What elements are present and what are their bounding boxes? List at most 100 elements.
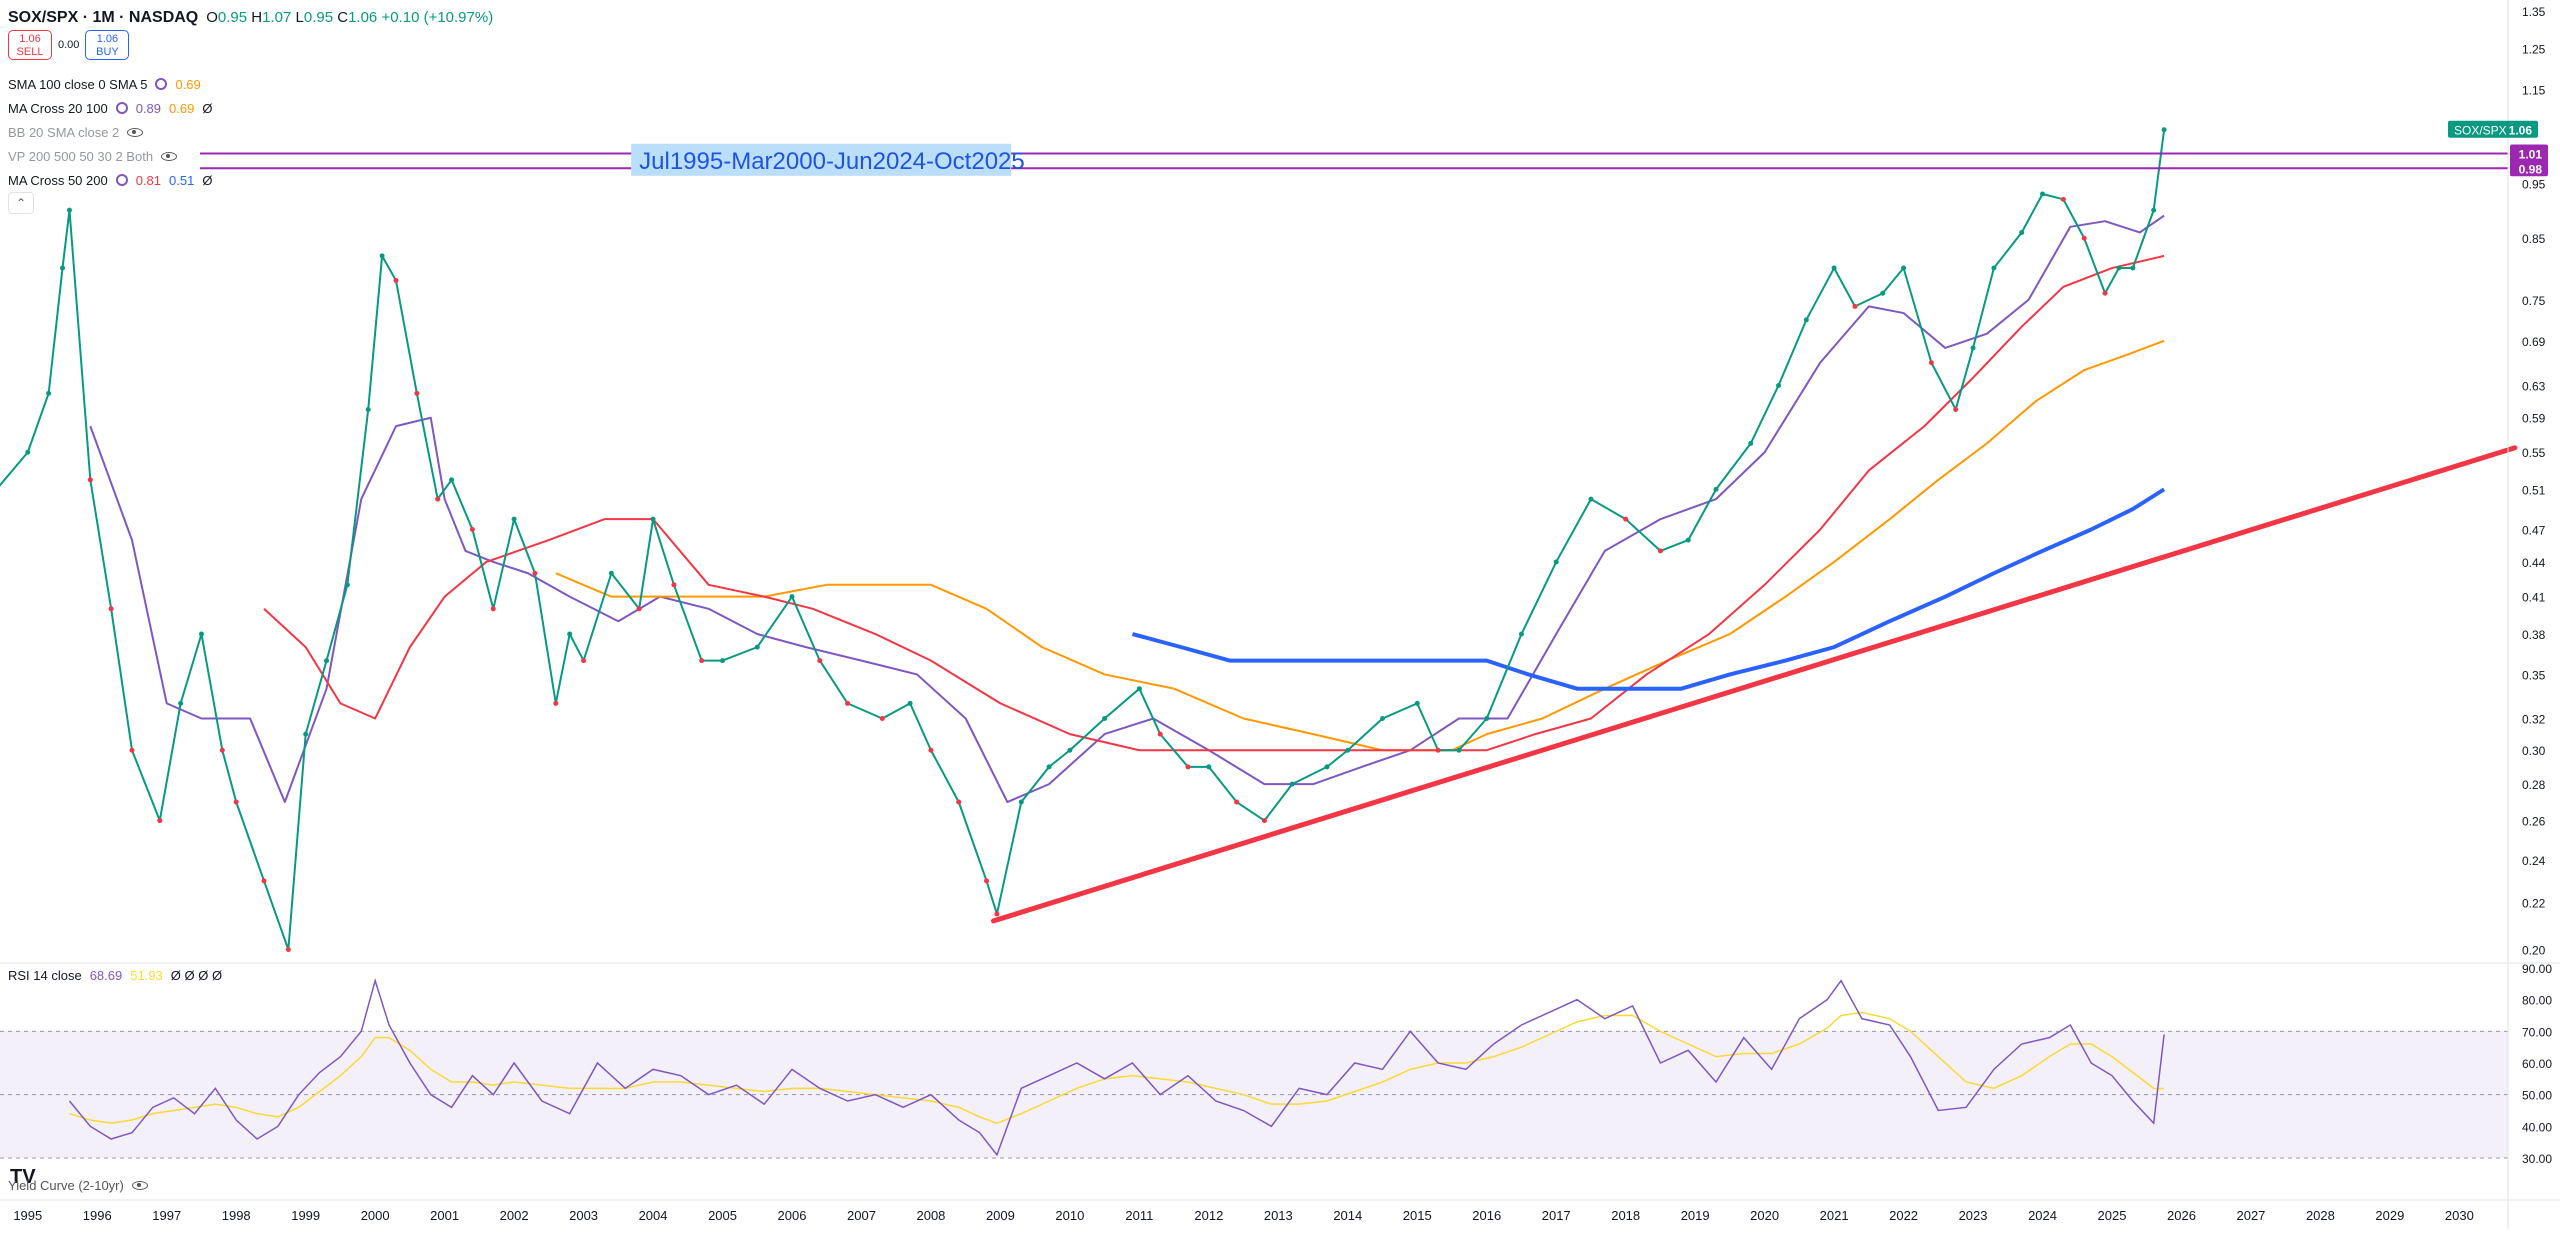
rsi-legend[interactable]: RSI 14 close 68.69 51.93 Ø Ø Ø Ø [8, 968, 222, 983]
hidden-eye-icon[interactable] [161, 151, 178, 161]
indicator-row[interactable]: SMA 100 close 0 SMA 5 0.69 [8, 72, 212, 96]
price-point [379, 253, 385, 259]
price-point [845, 700, 851, 706]
x-tick-label: 1997 [152, 1208, 181, 1223]
rsi-title: RSI 14 close [8, 968, 82, 983]
indicator-value: 0.51 [169, 172, 195, 188]
x-tick-label: 2000 [361, 1208, 390, 1223]
indicator-value: Ø [202, 172, 213, 188]
price-point [2151, 207, 2157, 213]
y-tick-label: 0.32 [2522, 712, 2546, 726]
price-point [66, 207, 72, 213]
price-line [0, 127, 2167, 953]
indicator-row[interactable]: MA Cross 20 100 0.89 0.69 Ø [8, 96, 212, 120]
tradingview-logo[interactable]: TV [10, 1166, 36, 1188]
price-point [219, 747, 225, 753]
rsi-pane: 90.00 80.00 70.00 60.00 50.00 40.00 30.00 [0, 962, 2552, 1166]
price-point [1880, 290, 1886, 296]
price-point [198, 631, 204, 637]
x-tick-label: 2006 [778, 1208, 807, 1223]
price-point [1102, 715, 1108, 721]
price-point [2102, 290, 2108, 296]
rsi-signal-value: 51.93 [130, 968, 163, 983]
y-tick-label: 1.35 [2522, 5, 2546, 19]
collapse-legend-button[interactable]: ⌃ [8, 192, 34, 214]
x-tick-label: 2025 [2098, 1208, 2127, 1223]
price-point [435, 496, 441, 502]
price-badge-value: 1.06 [2509, 124, 2533, 138]
price-point [157, 818, 163, 824]
price-point [261, 878, 267, 884]
sell-button[interactable]: 1.06 SELL [8, 30, 52, 60]
price-point [789, 594, 795, 600]
price-point [1713, 486, 1719, 492]
price-point [1901, 265, 1907, 271]
ohlc-values: O0.95 H1.07 L0.95 C1.06 +0.10 (+10.97%) [206, 9, 494, 26]
price-point [1685, 537, 1691, 543]
indicator-settings-icon[interactable] [115, 102, 128, 114]
price-point [393, 277, 399, 283]
price-point [1776, 382, 1782, 388]
price-point [1414, 700, 1420, 706]
x-tick-label: 2018 [1611, 1208, 1640, 1223]
price-point [532, 570, 538, 576]
hidden-eye-icon[interactable] [127, 127, 144, 137]
price-point [1380, 715, 1386, 721]
price-point [2019, 229, 2025, 235]
y-tick-label: 0.95 [2522, 178, 2546, 192]
indicator-settings-icon[interactable] [155, 78, 168, 90]
indicator-name: MA Cross 50 200 [8, 172, 108, 188]
eye-icon[interactable] [131, 1181, 148, 1190]
x-tick-label: 2002 [500, 1208, 529, 1223]
symbol-title[interactable]: SOX/SPX · 1M · NASDAQ [8, 9, 199, 26]
price-point [1136, 686, 1142, 692]
rsi-tick-label: 90.00 [2522, 962, 2552, 976]
rsi-extra-values: Ø Ø Ø Ø [170, 968, 223, 983]
price-point [344, 582, 350, 588]
price-point [994, 911, 1000, 917]
rsi-tick-label: 60.00 [2522, 1057, 2552, 1071]
yield-curve-legend[interactable]: Yield Curve (2-10yr) [8, 1178, 148, 1193]
y-tick-label: 0.55 [2522, 446, 2546, 460]
x-tick-label: 2021 [1820, 1208, 1849, 1223]
y-tick-label: 0.59 [2522, 412, 2546, 426]
drawings [200, 152, 2518, 924]
price-badge [2448, 120, 2538, 138]
price-point [1185, 764, 1191, 770]
indicator-settings-icon[interactable] [115, 174, 128, 186]
x-tick-label: 2027 [2236, 1208, 2265, 1223]
x-tick-label: 1999 [291, 1208, 320, 1223]
annotations: Jul1995-Mar2000-Jun2024-Oct2025 1.06SOX/S… [631, 120, 2548, 177]
price-point [720, 658, 726, 664]
price-point [1046, 764, 1052, 770]
y-tick-label: 0.26 [2522, 815, 2546, 829]
price-badge [2510, 144, 2548, 162]
x-tick-label: 2026 [2167, 1208, 2196, 1223]
price-point [1289, 781, 1295, 787]
x-tick-label: 2009 [986, 1208, 1015, 1223]
price-point [1261, 818, 1267, 824]
x-tick-label: 2022 [1889, 1208, 1918, 1223]
price-badge-label: SOX/SPX [2454, 124, 2507, 138]
y-tick-label: 0.22 [2522, 897, 2546, 911]
buy-button[interactable]: 1.06 BUY [85, 30, 130, 60]
rsi-tick-label: 50.00 [2522, 1089, 2552, 1103]
price-point [1803, 317, 1809, 323]
price-point [2060, 196, 2066, 202]
price-point [1324, 764, 1330, 770]
indicator-name: BB 20 SMA close 2 [8, 124, 120, 140]
price-point [1588, 496, 1594, 502]
x-tick-label: 2024 [2028, 1208, 2057, 1223]
buy-price: 1.06 [96, 33, 119, 45]
indicator-row[interactable]: BB 20 SMA close 2 [8, 120, 212, 144]
price-point [108, 606, 114, 612]
x-tick-label: 2016 [1472, 1208, 1501, 1223]
y-tick-label: 1.15 [2522, 84, 2546, 98]
spread-value: 0.00 [58, 39, 80, 51]
x-tick-label: 2003 [569, 1208, 598, 1223]
indicator-row[interactable]: MA Cross 50 200 0.81 0.51 Ø [8, 168, 212, 192]
price-point [449, 477, 455, 483]
indicator-row[interactable]: VP 200 500 50 30 2 Both [8, 144, 212, 168]
